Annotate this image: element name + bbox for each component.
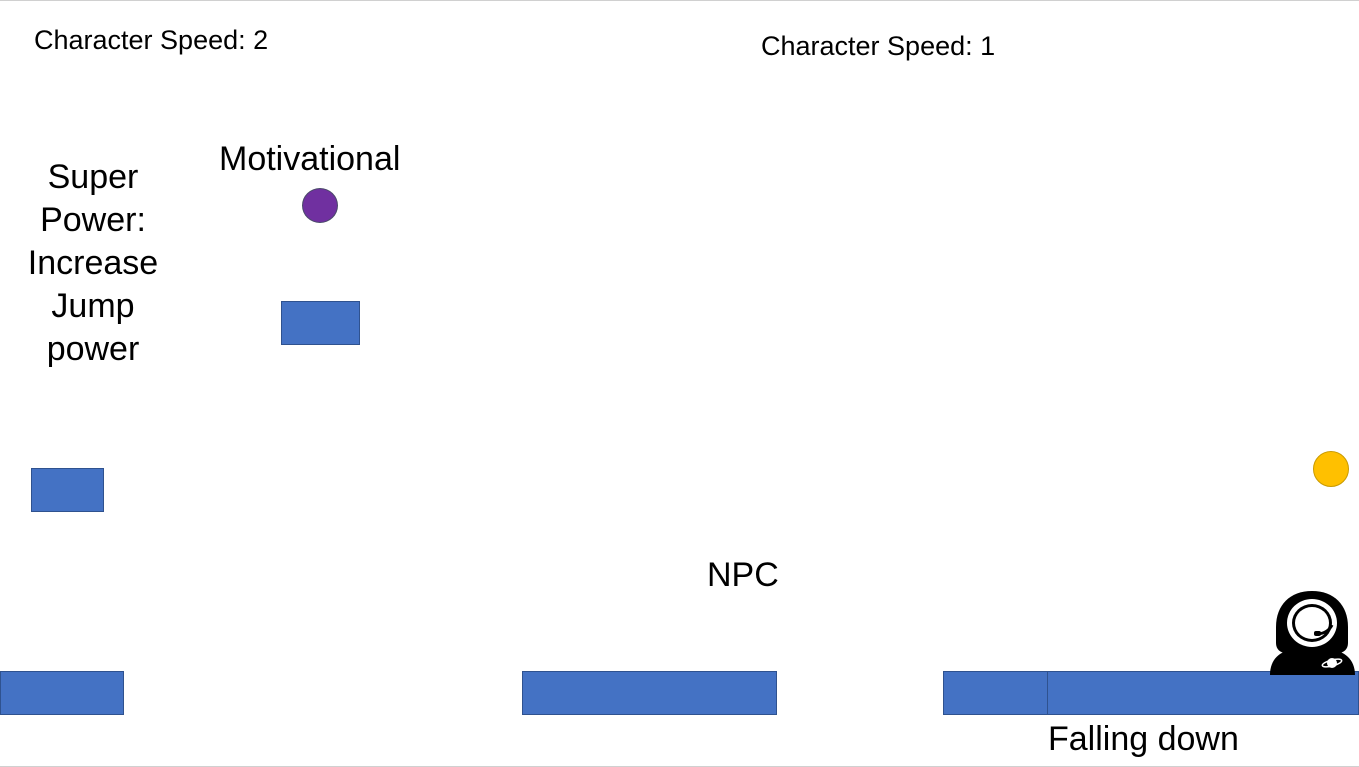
super-power-label: Super Power: Increase Jump power (18, 156, 168, 371)
ground-platform-right-b (1047, 671, 1359, 715)
left-character-speed: Character Speed: 2 (34, 25, 269, 55)
super-power-line: Increase (27, 244, 159, 282)
super-power-line: Super (47, 158, 139, 196)
left-platform (31, 468, 104, 512)
super-power-line: Jump (51, 287, 135, 325)
ground-platform-middle (522, 671, 777, 715)
gold-orb[interactable] (1313, 451, 1349, 487)
ground-platform-right-a (943, 671, 1048, 715)
right-character-speed: Character Speed: 1 (761, 31, 996, 61)
super-power-line: Power: (40, 201, 146, 239)
motivational-orb[interactable] (302, 188, 338, 223)
ground-platform-left (0, 671, 124, 715)
super-power-line: power (46, 330, 140, 368)
motivational-label: Motivational (219, 140, 401, 178)
npc-label: NPC (707, 556, 779, 594)
upper-platform (281, 301, 360, 345)
falling-down-label: Falling down (1048, 720, 1239, 758)
astronaut-icon[interactable] (1266, 589, 1359, 675)
